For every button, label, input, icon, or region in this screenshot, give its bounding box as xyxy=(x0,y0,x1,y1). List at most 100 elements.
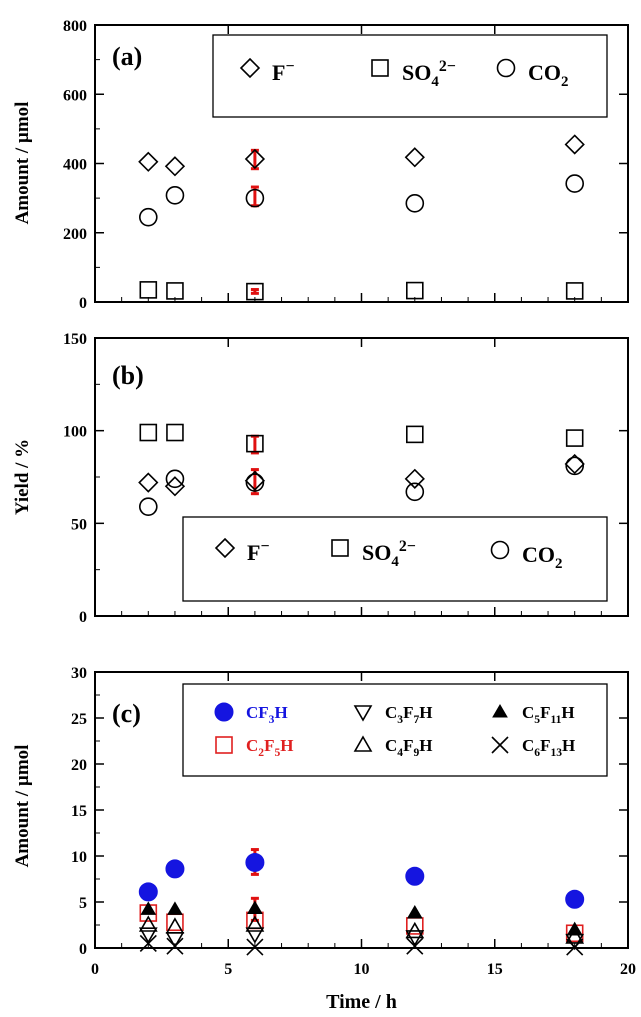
legend-marker xyxy=(492,704,508,718)
data-point xyxy=(138,882,158,902)
panel-2: 0 5 10 15 20 25 30 0 5 10 15 20 Amount / µmol Time / … xyxy=(12,665,636,1013)
legend-label: CO2​ xyxy=(528,60,568,90)
x-axis-label: Time / h xyxy=(326,991,397,1013)
panel-label: (b) xyxy=(112,361,144,390)
x-tick-label: 20 xyxy=(620,961,636,978)
legend-marker xyxy=(331,539,349,557)
legend-label: SO4​2−​ xyxy=(362,538,416,570)
y-tick-label: 100 xyxy=(63,424,87,441)
data-point xyxy=(246,434,264,453)
y-tick-label: 0 xyxy=(79,941,87,958)
legend-label: SO4​2−​ xyxy=(402,58,456,90)
y-tick-label: 15 xyxy=(71,803,87,820)
y-tick-label: 20 xyxy=(71,757,87,774)
data-point xyxy=(166,423,184,442)
y-tick-label: 600 xyxy=(63,87,87,104)
legend-marker xyxy=(490,540,510,560)
data-point xyxy=(246,282,264,301)
data-point xyxy=(138,151,159,172)
legend-marker xyxy=(214,537,236,559)
y-tick-label: 50 xyxy=(71,516,87,533)
y-axis-label: Amount / µmol xyxy=(12,745,33,868)
data-point xyxy=(244,148,266,170)
y-axis-label: Yield / % xyxy=(12,439,33,515)
data-point xyxy=(405,866,425,886)
data-point xyxy=(405,921,425,939)
y-tick-label: 200 xyxy=(63,226,87,243)
data-point xyxy=(566,921,583,936)
data-point xyxy=(405,482,425,502)
data-point-stroke-b xyxy=(246,938,264,956)
data-point xyxy=(138,472,159,493)
legend-marker xyxy=(496,58,516,78)
data-point-stroke-b xyxy=(566,938,584,956)
y-tick-label: 10 xyxy=(71,849,87,866)
legend-marker xyxy=(353,705,373,722)
data-point xyxy=(138,927,158,944)
panel-0: 0 200 400 600 800 Amount / µmol (a) F−​ SO4​2−​ C… xyxy=(12,18,629,312)
y-tick-label: 0 xyxy=(79,609,87,626)
y-axis-label: Amount / µmol xyxy=(12,102,33,225)
data-point xyxy=(139,497,158,516)
x-tick-label: 15 xyxy=(487,961,503,978)
data-point xyxy=(166,282,184,300)
legend-label: C6​F13​H xyxy=(522,736,575,759)
data-point xyxy=(139,934,157,952)
data-point xyxy=(138,915,158,932)
legend-label: C3​F7​H xyxy=(385,703,432,726)
legend-label: C5​F11​H xyxy=(522,703,575,726)
data-point xyxy=(167,901,183,915)
legend-box xyxy=(182,516,608,602)
data-point xyxy=(246,938,264,956)
data-point xyxy=(164,156,186,177)
data-point xyxy=(245,927,265,944)
data-point xyxy=(405,425,424,444)
data-point xyxy=(406,937,424,955)
data-point xyxy=(404,468,425,489)
data-point xyxy=(405,194,425,213)
legend-marker xyxy=(491,736,509,754)
data-point-stroke-b xyxy=(139,934,157,952)
y-tick-label: 5 xyxy=(79,895,87,912)
legend-label: CF3​H xyxy=(246,703,288,726)
data-point xyxy=(566,938,584,956)
data-point xyxy=(405,281,424,300)
data-point xyxy=(247,900,263,914)
data-point xyxy=(165,469,185,489)
legend-marker xyxy=(239,57,261,79)
legend-marker xyxy=(215,736,233,754)
y-tick-label: 30 xyxy=(71,665,87,682)
data-point-stroke-b xyxy=(166,937,184,955)
legend-box xyxy=(182,683,608,777)
data-point xyxy=(139,281,158,299)
legend-label: CO2​ xyxy=(522,542,562,572)
y-tick-label: 800 xyxy=(63,18,87,35)
data-point xyxy=(565,927,585,944)
legend-label: C4​F9​H xyxy=(385,736,432,759)
data-point xyxy=(165,859,185,879)
legend-marker xyxy=(371,59,389,77)
data-point xyxy=(139,423,158,442)
x-tick-label: 0 xyxy=(91,961,99,978)
error-bar xyxy=(250,288,259,295)
legend-label: F−​ xyxy=(272,58,294,85)
data-point xyxy=(564,134,585,155)
panel-label: (c) xyxy=(112,699,141,728)
data-point xyxy=(164,476,186,497)
data-point xyxy=(140,901,157,915)
data-point xyxy=(245,188,265,208)
data-point xyxy=(565,429,584,447)
legend-label: F−​ xyxy=(247,538,269,565)
legend-marker xyxy=(353,735,373,752)
data-point-stroke-b xyxy=(406,937,424,955)
data-point xyxy=(404,147,425,168)
data-point xyxy=(245,473,265,492)
y-tick-label: 400 xyxy=(63,157,87,174)
y-tick-label: 150 xyxy=(63,331,87,348)
panel-1: 0 50 100 150 Yield / % (b) F−​ SO4​2−​ CO2​ xyxy=(12,331,629,626)
legend-box xyxy=(212,34,608,118)
x-tick-label: 10 xyxy=(354,961,370,978)
data-point xyxy=(565,456,585,476)
data-point xyxy=(565,282,584,300)
